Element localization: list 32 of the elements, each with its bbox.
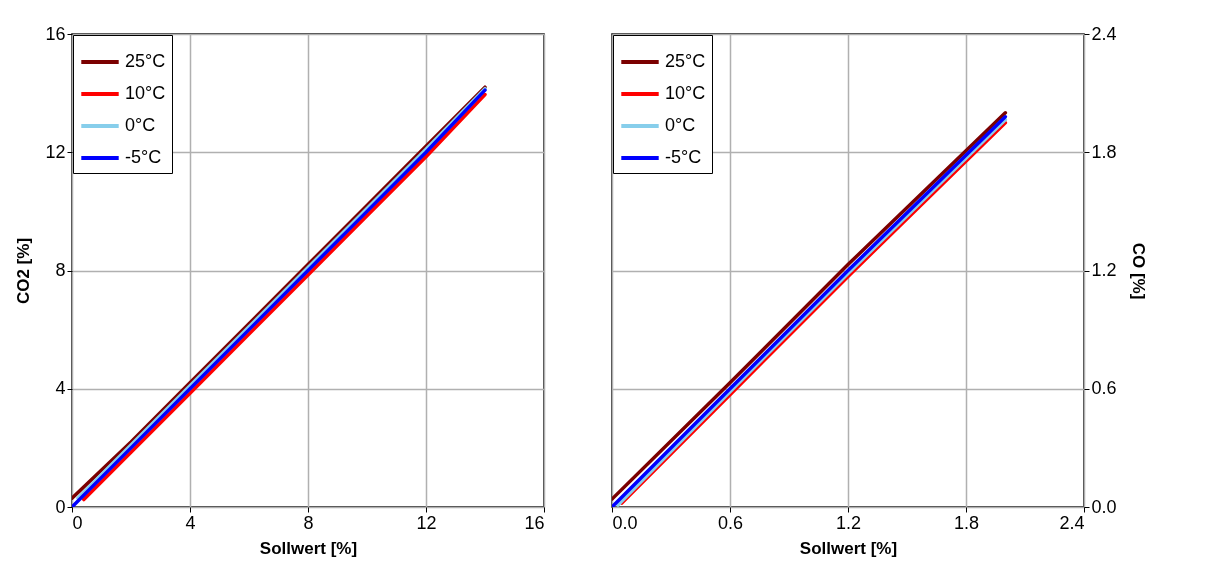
- legend-label: 25°C: [665, 51, 706, 71]
- x-tick-label: 8: [303, 512, 314, 533]
- legend-label: 0°C: [125, 115, 156, 135]
- legend-label: -5°C: [665, 147, 702, 167]
- y2-tick-label: 2.4: [1091, 23, 1117, 44]
- x-tick-label: 0.6: [717, 512, 744, 533]
- y-tick-label: 16: [45, 23, 66, 44]
- x-tick-label: 12: [416, 512, 437, 533]
- x-axis-title: Sollwert [%]: [259, 538, 358, 558]
- x-tick-label: 4: [185, 512, 196, 533]
- legend-label: 10°C: [665, 83, 706, 103]
- legend-label: 25°C: [125, 51, 166, 71]
- y-axis-title: CO2 [%]: [14, 237, 34, 305]
- x-axis-title: Sollwert [%]: [799, 538, 898, 558]
- y-tick-label: 0: [55, 496, 66, 517]
- y2-tick-label: 0.0: [1091, 496, 1117, 517]
- legend-label: 0°C: [665, 115, 696, 135]
- y2-axis-title: CO [%]: [1128, 242, 1148, 300]
- legend-label: -5°C: [125, 147, 162, 167]
- y-tick-label: 12: [45, 141, 66, 162]
- x-tick-label: 1.8: [953, 512, 980, 533]
- y2-tick-label: 0.6: [1091, 378, 1117, 399]
- x-tick-label: 0.0: [612, 512, 638, 533]
- x-tick-label: 1.2: [835, 512, 862, 533]
- x-tick-label: 2.4: [1059, 512, 1085, 533]
- y2-tick-label: 1.8: [1091, 141, 1117, 162]
- y-tick-label: 8: [55, 260, 66, 280]
- y2-tick-label: 1.2: [1091, 260, 1117, 280]
- x-tick-label: 16: [524, 512, 545, 533]
- x-tick-label: 0: [72, 512, 83, 533]
- legend-label: 10°C: [125, 83, 166, 103]
- y-tick-label: 4: [55, 378, 66, 399]
